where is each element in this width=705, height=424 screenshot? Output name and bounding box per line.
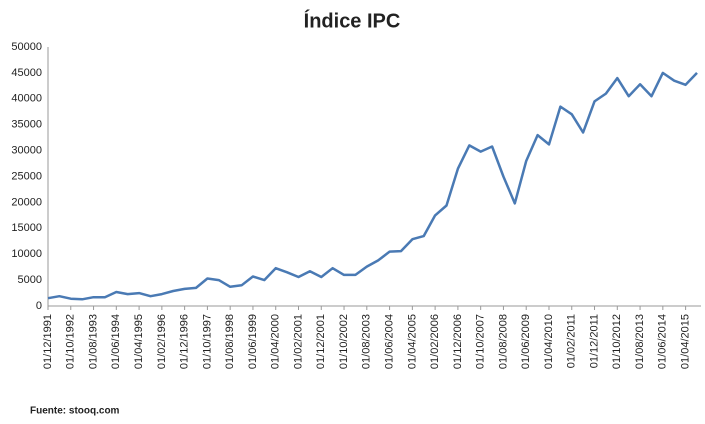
x-tick-label: 01/12/2006 bbox=[452, 314, 464, 369]
y-tick-label: 35000 bbox=[11, 119, 42, 131]
x-tick-label: 01/02/2006 bbox=[429, 314, 441, 369]
chart-title: Índice IPC bbox=[304, 9, 401, 32]
x-tick-label: 01/08/1998 bbox=[224, 314, 236, 369]
y-tick-label: 15000 bbox=[11, 222, 42, 234]
source-note: Fuente: stooq.com bbox=[30, 406, 120, 417]
y-tick-label: 25000 bbox=[11, 170, 42, 182]
x-tick-label: 01/10/2002 bbox=[338, 314, 350, 369]
x-tick-label: 01/08/1993 bbox=[87, 314, 99, 369]
data-line bbox=[47, 71, 698, 301]
x-tick-label: 01/10/1997 bbox=[201, 314, 213, 369]
x-tick-label: 01/10/1992 bbox=[65, 314, 77, 369]
x-tick-label: 01/06/1994 bbox=[110, 314, 122, 369]
x-tick-label: 01/06/2009 bbox=[520, 314, 532, 369]
x-tick-label: 01/02/1996 bbox=[156, 314, 168, 369]
x-tick-label: 01/02/2011 bbox=[566, 314, 578, 368]
x-tick-label: 01/10/2007 bbox=[475, 314, 487, 369]
x-tick-label: 01/06/1999 bbox=[247, 314, 259, 369]
x-tick-label: 01/04/1995 bbox=[133, 314, 145, 369]
x-tick-label: 01/08/2008 bbox=[497, 314, 509, 369]
x-tick-label: 01/04/2015 bbox=[680, 314, 692, 369]
x-tick-label: 01/04/2010 bbox=[543, 314, 555, 369]
x-tick-label: 01/12/2011 bbox=[588, 314, 600, 368]
y-tick-label: 0 bbox=[36, 300, 42, 312]
x-tick-label: 01/12/2001 bbox=[315, 314, 327, 369]
x-tick-label: 01/04/2005 bbox=[406, 314, 418, 369]
y-tick-label: 30000 bbox=[11, 145, 42, 157]
x-tick-label: 01/12/1991 bbox=[42, 314, 54, 369]
y-tick-label: 45000 bbox=[11, 67, 42, 79]
x-tick-label: 01/06/2004 bbox=[383, 314, 395, 369]
x-tick-label: 01/06/2014 bbox=[657, 314, 669, 369]
y-tick-label: 10000 bbox=[11, 248, 42, 260]
y-tick-label: 20000 bbox=[11, 196, 42, 208]
x-tick-label: 01/08/2003 bbox=[361, 314, 373, 369]
y-tick-label: 40000 bbox=[11, 93, 42, 105]
x-tick-label: 01/08/2013 bbox=[634, 314, 646, 369]
x-tick-label: 01/04/2000 bbox=[270, 314, 282, 369]
x-tick-label: 01/02/2001 bbox=[292, 314, 304, 369]
y-tick-label: 5000 bbox=[18, 274, 42, 286]
x-tick-label: 01/12/1996 bbox=[179, 314, 191, 369]
x-tick-label: 01/10/2012 bbox=[611, 314, 623, 369]
y-tick-label: 50000 bbox=[11, 41, 42, 53]
